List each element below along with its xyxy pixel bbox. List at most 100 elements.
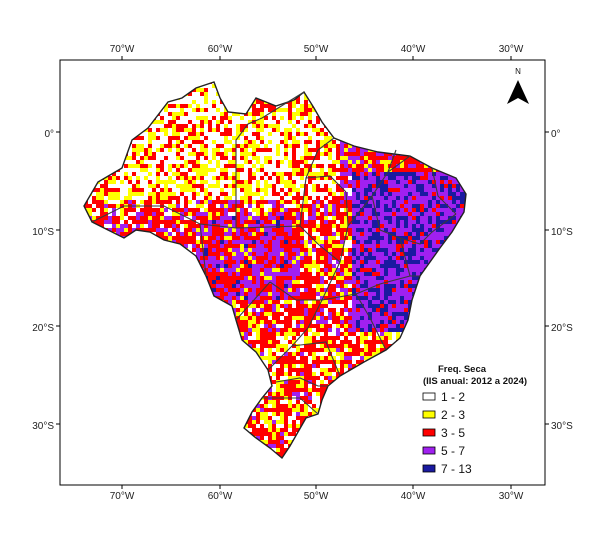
raster-cell	[380, 196, 384, 200]
raster-cell	[324, 192, 328, 196]
raster-cell	[312, 364, 316, 368]
raster-cell	[344, 280, 348, 284]
raster-cell	[148, 188, 152, 192]
raster-cell	[192, 116, 196, 120]
raster-cell	[268, 192, 272, 196]
raster-cell	[120, 180, 124, 184]
raster-cell	[108, 184, 112, 188]
raster-cell	[304, 172, 308, 176]
raster-cell	[372, 200, 376, 204]
raster-cell	[292, 168, 296, 172]
raster-cell	[372, 264, 376, 268]
raster-cell	[140, 224, 144, 228]
raster-cell	[324, 300, 328, 304]
raster-cell	[216, 236, 220, 240]
raster-cell	[256, 212, 260, 216]
raster-cell	[152, 136, 156, 140]
raster-cell	[400, 292, 404, 296]
raster-cell	[260, 120, 264, 124]
raster-cell	[324, 276, 328, 280]
raster-cell	[284, 148, 288, 152]
raster-cell	[172, 100, 176, 104]
raster-cell	[308, 240, 312, 244]
raster-cell	[92, 204, 96, 208]
raster-cell	[144, 176, 148, 180]
raster-cell	[276, 256, 280, 260]
raster-cell	[256, 284, 260, 288]
raster-cell	[252, 232, 256, 236]
raster-cell	[328, 184, 332, 188]
raster-cell	[368, 172, 372, 176]
raster-cell	[128, 192, 132, 196]
raster-cell	[364, 236, 368, 240]
raster-cell	[456, 188, 460, 192]
raster-cell	[164, 140, 168, 144]
raster-cell	[276, 240, 280, 244]
raster-cell	[228, 124, 232, 128]
raster-cell	[104, 224, 108, 228]
raster-cell	[396, 204, 400, 208]
raster-cell	[312, 396, 316, 400]
raster-cell	[300, 200, 304, 204]
raster-cell	[364, 204, 368, 208]
raster-cell	[396, 292, 400, 296]
raster-cell	[236, 232, 240, 236]
raster-cell	[208, 164, 212, 168]
raster-cell	[404, 180, 408, 184]
raster-cell	[296, 148, 300, 152]
raster-cell	[436, 196, 440, 200]
raster-cell	[320, 240, 324, 244]
raster-cell	[164, 208, 168, 212]
raster-cell	[312, 116, 316, 120]
raster-cell	[440, 176, 444, 180]
raster-cell	[216, 284, 220, 288]
raster-cell	[160, 180, 164, 184]
raster-cell	[280, 344, 284, 348]
bottom-lon-label: 40°W	[401, 491, 426, 502]
raster-cell	[204, 164, 208, 168]
raster-cell	[152, 184, 156, 188]
raster-cell	[168, 208, 172, 212]
raster-cell	[220, 284, 224, 288]
raster-cell	[324, 176, 328, 180]
raster-cell	[440, 184, 444, 188]
raster-cell	[260, 324, 264, 328]
raster-cell	[344, 148, 348, 152]
raster-cell	[300, 116, 304, 120]
raster-cell	[136, 156, 140, 160]
raster-cell	[436, 220, 440, 224]
raster-cell	[284, 340, 288, 344]
raster-cell	[272, 308, 276, 312]
raster-cell	[304, 196, 308, 200]
raster-cell	[284, 376, 288, 380]
raster-cell	[356, 188, 360, 192]
raster-cell	[408, 284, 412, 288]
raster-cell	[224, 296, 228, 300]
raster-cell	[300, 164, 304, 168]
raster-cell	[252, 304, 256, 308]
raster-cell	[300, 372, 304, 376]
raster-cell	[312, 260, 316, 264]
raster-cell	[344, 224, 348, 228]
raster-cell	[204, 96, 208, 100]
raster-cell	[276, 364, 280, 368]
raster-cell	[188, 100, 192, 104]
raster-cell	[276, 328, 280, 332]
raster-cell	[260, 272, 264, 276]
raster-cell	[204, 160, 208, 164]
raster-cell	[364, 324, 368, 328]
raster-cell	[236, 228, 240, 232]
raster-cell	[192, 168, 196, 172]
raster-cell	[120, 220, 124, 224]
raster-cell	[212, 248, 216, 252]
raster-cell	[160, 192, 164, 196]
raster-cell	[332, 208, 336, 212]
raster-cell	[132, 168, 136, 172]
raster-cell	[368, 324, 372, 328]
raster-cell	[300, 384, 304, 388]
raster-cell	[328, 208, 332, 212]
raster-cell	[144, 132, 148, 136]
raster-cell	[260, 352, 264, 356]
raster-cell	[256, 344, 260, 348]
raster-cell	[340, 208, 344, 212]
